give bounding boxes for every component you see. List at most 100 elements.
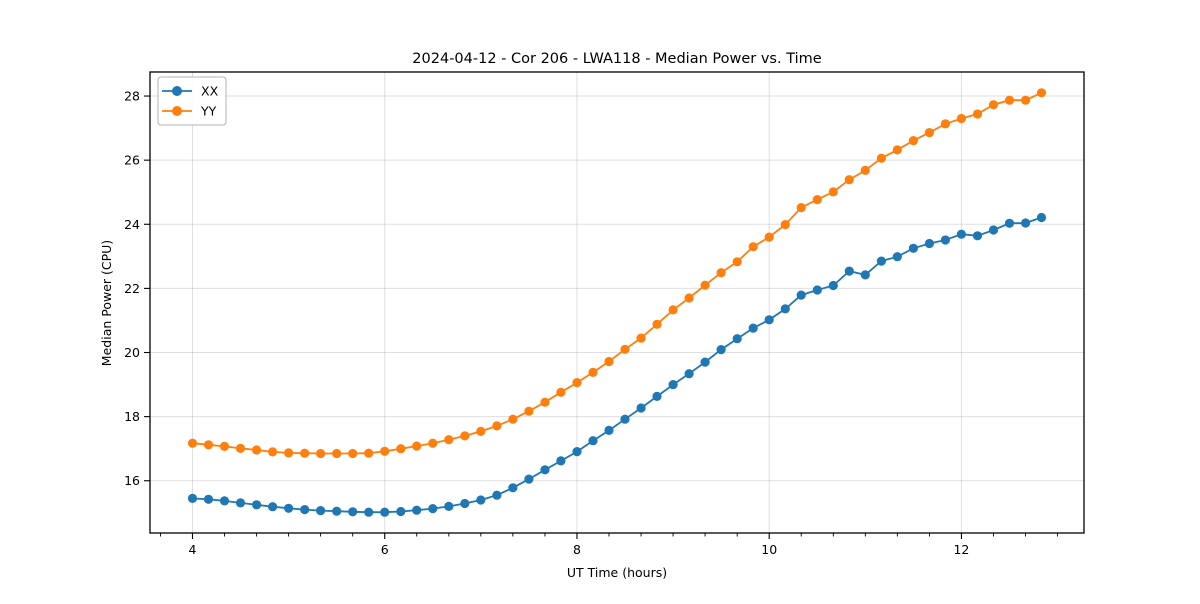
data-point-xx (828, 280, 838, 291)
data-point-xx (956, 229, 967, 239)
data-point-yy (235, 443, 246, 453)
data-point-yy (300, 448, 310, 458)
data-point-xx (412, 505, 422, 515)
data-point-yy (652, 319, 662, 329)
x-tick-label: 12 (953, 542, 969, 557)
data-point-xx (187, 493, 198, 503)
data-point-yy (1036, 88, 1047, 98)
data-point-yy (380, 446, 390, 456)
x-tick-label: 6 (381, 542, 389, 557)
data-point-yy (908, 136, 919, 146)
data-point-xx (508, 483, 518, 493)
data-point-yy (796, 203, 806, 213)
data-point-yy (780, 220, 790, 230)
data-point-yy (716, 268, 726, 278)
data-point-xx (876, 256, 887, 266)
data-point-xx (1004, 218, 1015, 228)
data-point-xx (380, 507, 390, 517)
y-axis-label: Median Power (CPU) (99, 240, 114, 366)
chart-title: 2024-04-12 - Cor 206 - LWA118 - Median P… (412, 51, 821, 67)
legend-marker (172, 86, 182, 96)
axis-ticks: 4 6 8 10 12 16 18 20 22 24 26 28 (124, 89, 1059, 557)
data-point-xx (668, 380, 678, 390)
y-tick-label: 22 (124, 281, 140, 296)
data-point-xx (796, 290, 806, 300)
data-point-yy (1004, 95, 1015, 105)
data-point-yy (203, 440, 214, 450)
data-point-yy (396, 444, 406, 454)
data-point-yy (700, 280, 710, 290)
data-point-yy (636, 333, 646, 343)
legend-item-label: YY (200, 104, 217, 119)
data-point-xx (348, 507, 358, 517)
data-point-xx (620, 414, 630, 424)
data-point-xx (924, 238, 935, 249)
data-point-yy (828, 187, 838, 197)
series-line-yy (192, 91, 1042, 455)
data-point-xx (332, 506, 342, 516)
series-line-xx (192, 216, 1042, 514)
data-point-yy (476, 426, 486, 436)
data-point-yy (924, 128, 935, 138)
data-point-yy (252, 445, 262, 455)
data-point-xx (492, 490, 502, 500)
data-point-yy (684, 293, 694, 303)
gridlines (150, 72, 1084, 533)
data-point-xx (604, 425, 614, 435)
legend: XX YY (157, 76, 227, 126)
data-point-yy (876, 153, 887, 163)
data-point-yy (364, 448, 374, 458)
y-tick-label: 16 (124, 473, 140, 488)
data-point-xx (780, 304, 790, 314)
data-point-yy (524, 406, 534, 416)
data-point-yy (956, 113, 967, 124)
data-point-yy (412, 441, 422, 451)
data-point-xx (636, 403, 646, 413)
data-point-xx (732, 334, 742, 344)
data-point-xx (716, 345, 726, 355)
data-point-yy (1021, 95, 1031, 105)
y-tick-label: 26 (124, 153, 140, 168)
data-point-yy (332, 448, 342, 459)
data-point-xx (940, 235, 951, 245)
data-point-xx (396, 506, 406, 517)
data-point-xx (460, 498, 470, 509)
data-point-yy (508, 414, 518, 424)
data-point-yy (492, 421, 502, 431)
data-point-xx (540, 465, 550, 475)
data-point-yy (748, 242, 758, 252)
data-point-xx (556, 456, 566, 466)
data-point-xx (684, 369, 694, 379)
data-point-xx (908, 243, 919, 253)
data-point-xx (428, 504, 438, 514)
data-point-xx (476, 495, 486, 505)
data-point-xx (1021, 218, 1031, 228)
data-point-xx (1036, 212, 1047, 223)
data-series (187, 88, 1047, 517)
data-point-xx (988, 225, 999, 235)
data-point-xx (284, 503, 294, 513)
data-point-xx (764, 315, 774, 325)
data-point-yy (812, 195, 822, 205)
data-point-xx (748, 323, 758, 333)
data-point-yy (444, 435, 454, 445)
data-point-xx (860, 270, 870, 280)
data-point-xx (700, 357, 710, 367)
data-point-yy (668, 305, 678, 315)
data-point-xx (524, 474, 534, 484)
data-point-yy (988, 100, 999, 110)
y-tick-label: 18 (124, 409, 140, 424)
data-point-xx (219, 496, 230, 506)
data-point-xx (588, 436, 598, 446)
data-point-xx (972, 231, 983, 241)
data-point-yy (187, 438, 198, 448)
x-tick-label: 8 (573, 542, 581, 557)
data-point-yy (268, 447, 278, 457)
data-point-xx (844, 266, 854, 276)
data-point-yy (284, 448, 294, 458)
data-point-yy (540, 397, 550, 407)
x-tick-label: 10 (761, 542, 777, 557)
data-point-xx (812, 285, 822, 295)
